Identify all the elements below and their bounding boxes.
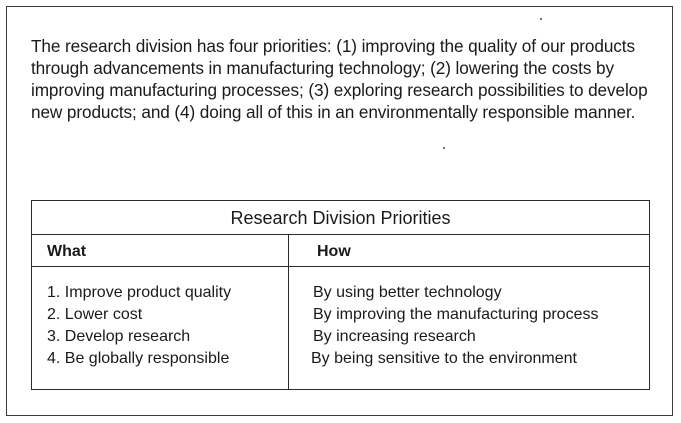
title-divider <box>32 234 649 235</box>
table-row: 3. Develop research By increasing resear… <box>32 326 649 348</box>
intro-paragraph: The research division has four prioritie… <box>31 36 648 122</box>
table-row: 1. Improve product quality By using bett… <box>32 282 649 304</box>
table-title: Research Division Priorities <box>230 208 451 228</box>
header-what: What <box>47 243 87 260</box>
cell-what: 3. Develop research <box>47 328 191 345</box>
header-divider <box>32 266 649 267</box>
cell-how: By being sensitive to the environment <box>311 350 577 367</box>
cell-what: 1. Improve product quality <box>47 284 232 301</box>
cell-how: By increasing research <box>313 328 476 345</box>
cell-what: 4. Be globally responsible <box>47 350 230 367</box>
cell-how: By using better technology <box>313 284 502 301</box>
header-how: How <box>317 243 351 260</box>
scan-speck <box>540 18 542 20</box>
page-frame <box>6 6 673 416</box>
cell-what: 2. Lower cost <box>47 306 143 323</box>
scan-speck <box>443 147 445 149</box>
table-body: 1. Improve product quality By using bett… <box>32 282 649 370</box>
cell-how: By improving the manufacturing process <box>313 306 599 323</box>
column-divider <box>288 235 289 389</box>
table-row: 2. Lower cost By improving the manufactu… <box>32 304 649 326</box>
priorities-table: Research Division Priorities What How 1.… <box>31 200 650 390</box>
table-row: 4. Be globally responsible By being sens… <box>32 348 649 370</box>
